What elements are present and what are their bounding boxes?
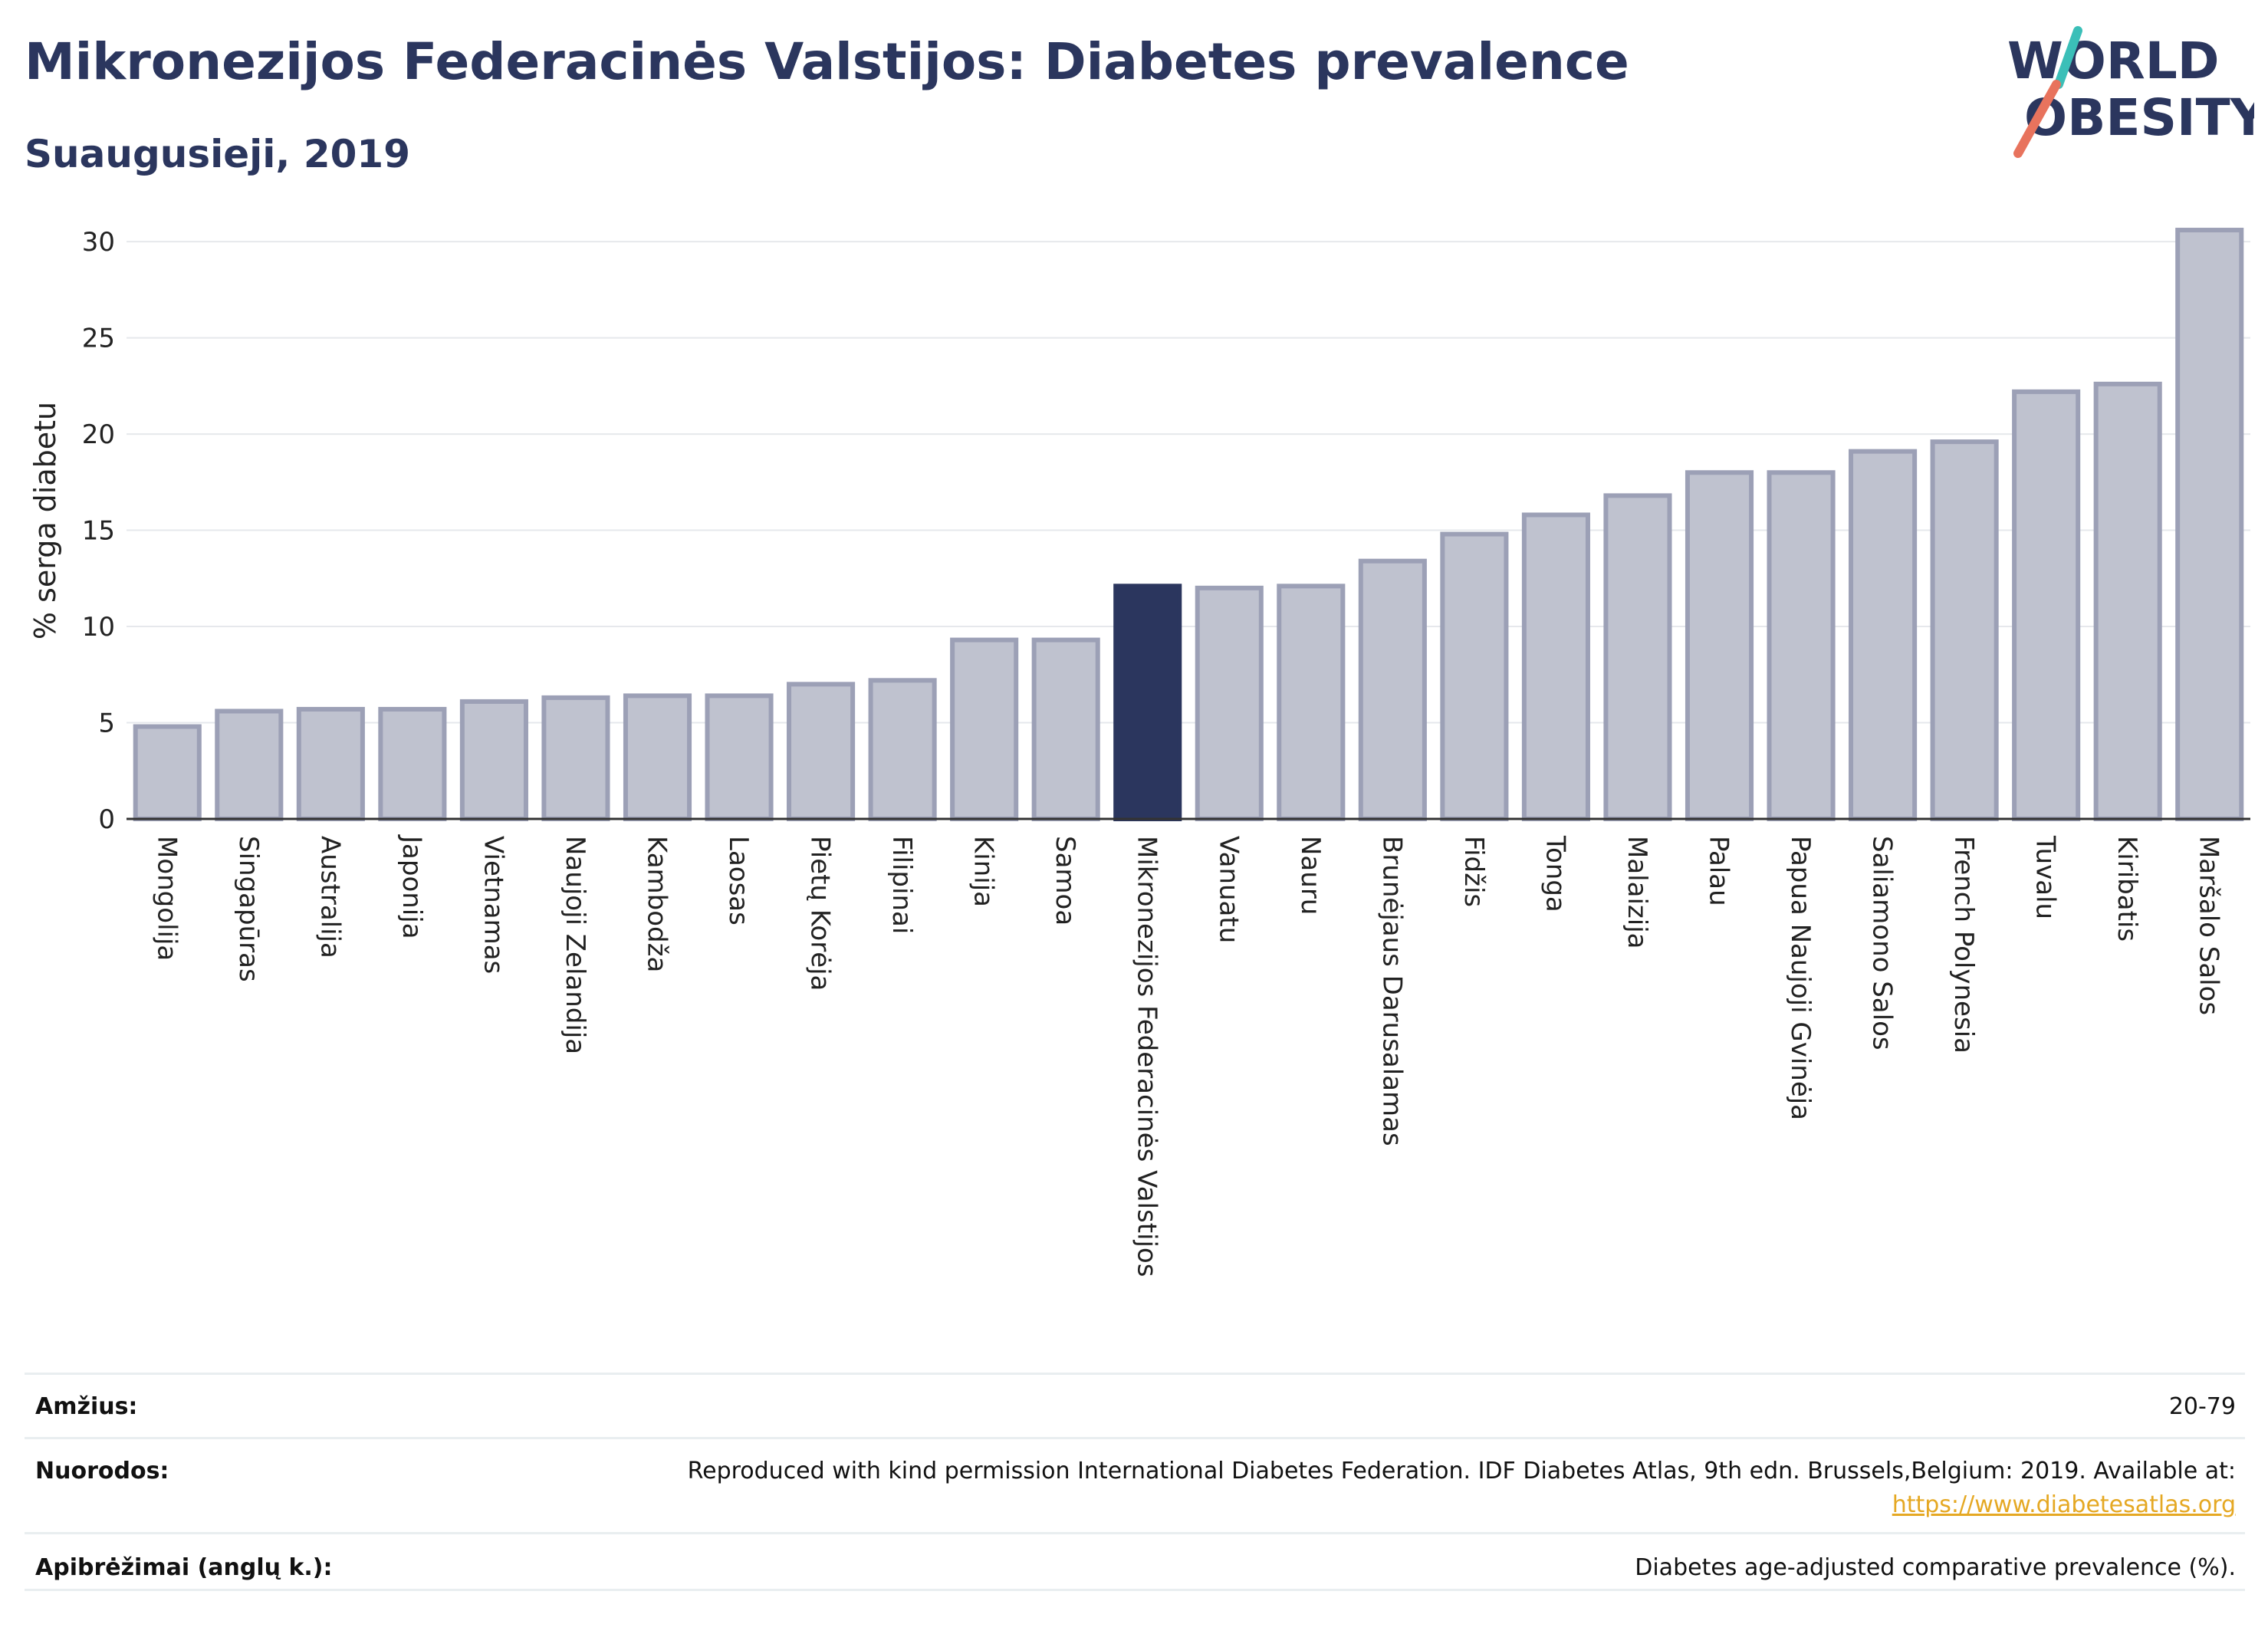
bar-8 [787, 682, 856, 821]
meta-refs-text: Reproduced with kind permission Internat… [687, 1458, 2236, 1484]
bar-9 [868, 678, 937, 821]
bar-17 [1521, 512, 1590, 821]
x-tick-label: Palau [1704, 836, 1734, 906]
chart-title: Mikronezijos Federacinės Valstijos: Diab… [25, 32, 1629, 91]
x-tick-label: Samoa [1050, 836, 1080, 925]
meta-refs-label: Nuorodos: [35, 1458, 169, 1484]
bar-chart: 0 5 10 15 20 25 30 % serga diabetu Mongolija Sing… [28, 227, 2250, 1277]
y-tick-label: 5 [98, 709, 115, 739]
x-tick-label: Naujoji Zelandija [560, 836, 590, 1054]
meta-def-label: Apibrėžimai (anglų k.): [35, 1554, 333, 1581]
x-tick-label: Nauru [1295, 836, 1326, 915]
chart-subtitle: Suaugusieji, 2019 [25, 132, 410, 176]
x-tick-label: Mikronezijos Federacinės Valstijos [1132, 836, 1162, 1277]
x-tick-label: Fidžis [1458, 836, 1489, 907]
bar-12 [1113, 584, 1182, 821]
bar-3 [378, 706, 447, 821]
x-tick-label: Saliamono Salos [1867, 836, 1898, 1050]
y-tick-label: 20 [82, 419, 115, 450]
bar-19 [1685, 470, 1754, 821]
bar-23 [2012, 389, 2081, 821]
bar-21 [1849, 449, 1918, 821]
x-tick-label: Kinija [968, 836, 999, 907]
bar-10 [950, 637, 1019, 821]
x-tick-label: French Polynesia [1948, 836, 1979, 1054]
bar-0 [133, 724, 202, 821]
x-tick-label: Tuvalu [2030, 835, 2061, 919]
logo-text-world: WORLD [2007, 31, 2220, 90]
logo-text-obesity: OBESITY [2024, 88, 2254, 147]
meta-bottom-divider [25, 1589, 2245, 1591]
x-tick-label: Mongolija [151, 836, 182, 961]
bar-2 [296, 706, 365, 821]
bar-18 [1603, 493, 1672, 821]
bar-14 [1277, 584, 1346, 821]
bar-16 [1440, 531, 1509, 821]
x-tick-label: Papua Naujoji Gvinėja [1785, 836, 1816, 1120]
bar-22 [1930, 439, 1999, 821]
x-tick-label: Vanuatu [1213, 836, 1244, 943]
world-obesity-logo: WORLD OBESITY [2007, 26, 2254, 158]
logo-slash-teal [2054, 26, 2082, 89]
bar-1 [215, 709, 284, 821]
x-tick-label: Laosas [723, 836, 754, 925]
x-tick-label: Brunėjaus Darusalamas [1376, 836, 1407, 1146]
bar-4 [459, 699, 528, 821]
x-tick-label: Vietnamas [478, 836, 508, 974]
bar-6 [623, 693, 692, 821]
bar-5 [541, 695, 610, 821]
meta-age-value: 20-79 [2168, 1393, 2236, 1420]
x-tick-label: Singapūras [233, 836, 264, 982]
y-axis-label: % serga diabetu [28, 402, 62, 639]
bar-15 [1358, 558, 1427, 822]
x-tick-label: Kambodža [642, 836, 672, 972]
bar-25 [2175, 228, 2244, 821]
meta-def-value: Diabetes age-adjusted comparative preval… [1635, 1554, 2236, 1581]
y-tick-label: 10 [82, 612, 115, 643]
bar-7 [705, 693, 774, 821]
meta-row-references: Nuorodos: Reproduced with kind permissio… [25, 1437, 2245, 1533]
y-tick-label: 30 [82, 227, 115, 258]
x-tick-label: Malaizija [1622, 836, 1652, 949]
meta-row-age: Amžius: 20-79 [25, 1373, 2245, 1438]
bar-13 [1195, 585, 1264, 821]
bar-11 [1031, 637, 1100, 821]
bar-20 [1767, 470, 1836, 821]
bar-24 [2093, 381, 2162, 821]
x-tick-label: Kiribatis [2112, 836, 2142, 942]
meta-age-label: Amžius: [35, 1393, 138, 1420]
x-tick-label: Japonija [396, 834, 427, 939]
logo-slash-coral [2013, 80, 2061, 158]
y-tick-label: 0 [98, 804, 115, 835]
y-tick-label: 15 [82, 516, 115, 547]
x-tick-label: Pietų Korėja [805, 836, 836, 991]
meta-refs-link[interactable]: https://www.diabetesatlas.org [1892, 1491, 2236, 1518]
x-tick-label: Maršalo Salos [2194, 836, 2224, 1015]
x-tick-label: Australija [314, 836, 345, 958]
y-tick-label: 25 [82, 324, 115, 354]
x-tick-label: Filipinai [886, 836, 917, 934]
meta-row-definition: Apibrėžimai (anglų k.): Diabetes age-adj… [25, 1532, 2245, 1581]
x-tick-label: Tonga [1540, 835, 1570, 912]
